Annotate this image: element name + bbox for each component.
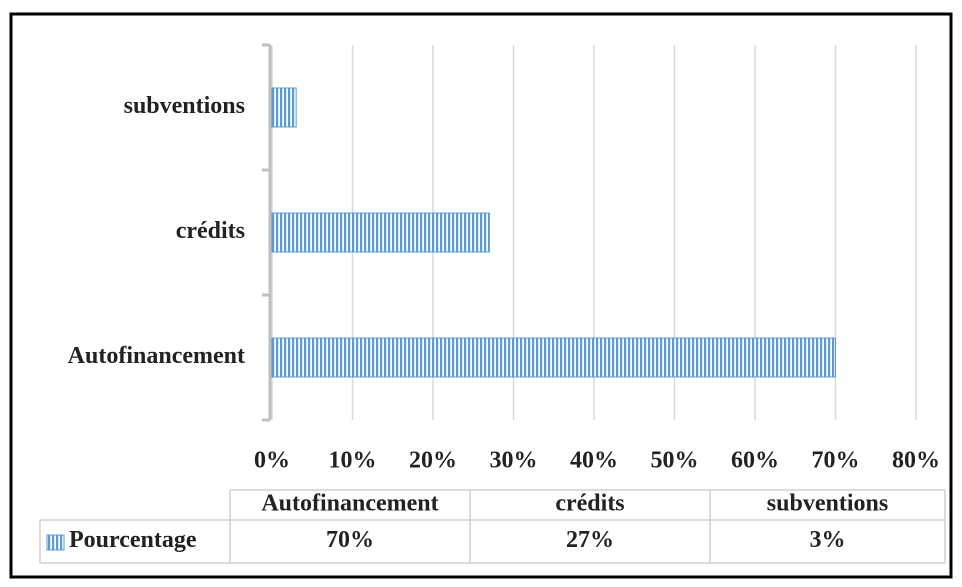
y-tick-label: subventions: [124, 93, 245, 119]
legend-key: [46, 534, 65, 551]
x-tick-label: 10%: [329, 448, 377, 474]
table-value: 3%: [810, 527, 846, 553]
table-header: Autofinancement: [261, 491, 438, 517]
x-tick-label: 70%: [812, 448, 860, 474]
x-tick-label: 50%: [651, 448, 699, 474]
y-tick-label: Autofinancement: [68, 343, 245, 369]
chart-border: [9, 12, 953, 579]
y-tick-label: crédits: [176, 218, 245, 244]
table-header: crédits: [555, 491, 624, 517]
x-tick-label: 20%: [409, 448, 457, 474]
x-tick-label: 0%: [254, 448, 290, 474]
bar: [271, 337, 836, 378]
x-tick-label: 40%: [570, 448, 618, 474]
legend-label: Pourcentage: [69, 527, 197, 553]
x-tick-label: 80%: [892, 448, 940, 474]
x-tick-label: 60%: [731, 448, 779, 474]
x-tick-label: 30%: [490, 448, 538, 474]
table-value: 70%: [326, 527, 374, 553]
table-header: subventions: [767, 491, 888, 517]
bar: [271, 87, 297, 128]
bar: [271, 212, 490, 253]
table-value: 27%: [566, 527, 614, 553]
